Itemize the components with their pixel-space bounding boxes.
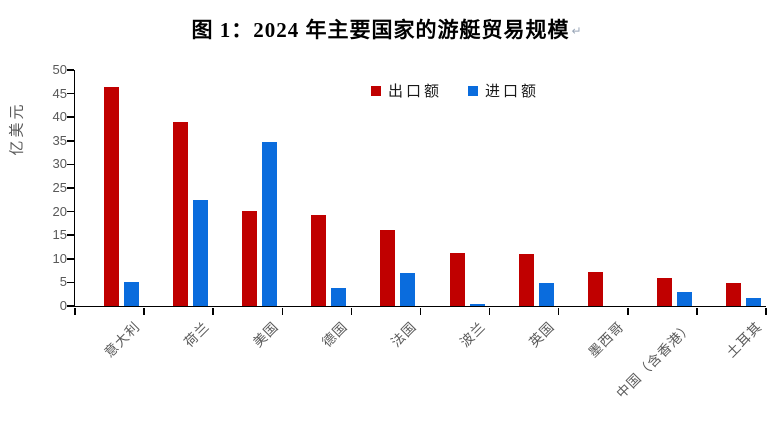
x-tick-mark — [419, 307, 422, 315]
bar-export — [242, 210, 258, 306]
y-tick-label: 10 — [52, 250, 67, 266]
category-label: 墨西哥 — [585, 318, 627, 361]
paragraph-return-mark: ↵ — [571, 24, 582, 38]
bar-export — [725, 283, 741, 306]
legend-label-export: 出口额 — [388, 84, 443, 100]
bar-export — [518, 254, 534, 306]
bar-import — [400, 273, 416, 306]
y-tick-mark — [66, 281, 74, 284]
category-label: 英国 — [526, 318, 558, 350]
y-tick-label: 5 — [59, 274, 67, 290]
y-tick-mark — [66, 116, 74, 118]
legend: 出口额 进口额 — [371, 80, 539, 101]
bar-import — [676, 291, 692, 306]
legend-entry-export: 出口额 — [371, 80, 442, 101]
bar-import — [193, 199, 209, 306]
bar-import — [469, 304, 485, 306]
y-tick-label: 50 — [52, 62, 67, 77]
bar-export — [449, 253, 465, 306]
category-label: 法国 — [388, 318, 420, 350]
bar-export — [311, 215, 327, 306]
y-tick-label: 35 — [52, 132, 67, 148]
y-tick-label: 45 — [52, 85, 67, 101]
bar-import — [124, 282, 140, 306]
x-tick-mark — [765, 307, 767, 315]
bar-export — [656, 278, 672, 306]
x-tick-mark — [143, 307, 145, 315]
x-tick-mark — [696, 307, 698, 315]
bar-export — [587, 272, 603, 306]
bar-import — [745, 298, 761, 306]
y-tick-label: 15 — [52, 227, 67, 243]
y-tick-label: 20 — [52, 203, 67, 219]
x-tick-mark — [350, 307, 353, 315]
bar-export — [380, 230, 396, 306]
x-tick-mark — [627, 307, 629, 315]
bar-import — [538, 282, 554, 306]
y-tick-mark — [66, 69, 74, 71]
bar-import — [331, 287, 347, 306]
x-tick-mark — [557, 307, 560, 315]
x-tick-mark — [74, 307, 76, 315]
y-axis-title: 亿美元 — [9, 101, 26, 156]
bar-export — [173, 121, 189, 306]
y-tick-mark — [66, 234, 74, 236]
y-tick-mark — [66, 305, 74, 307]
y-tick-label: 30 — [52, 156, 67, 172]
y-tick-label: 40 — [52, 109, 67, 125]
plot-area: 出口额 进口额 0 5 10 15 20 25 30 35 40 45 50 意大利 荷兰 美国 德国 法国 波… — [53, 62, 767, 401]
y-tick-mark — [66, 163, 74, 166]
category-label: 意大利 — [101, 318, 143, 361]
x-tick-mark — [212, 307, 214, 315]
y-tick-label: 0 — [59, 298, 67, 313]
category-label: 荷兰 — [180, 318, 213, 350]
y-tick-mark — [66, 258, 74, 260]
y-tick-mark — [66, 92, 74, 95]
x-tick-mark — [281, 307, 284, 315]
chart-title: 图 1：2024 年主要国家的游艇贸易规模 — [191, 18, 570, 42]
category-label: 德国 — [319, 318, 351, 350]
import-swatch-icon — [468, 85, 479, 96]
y-tick-mark — [66, 210, 74, 213]
legend-label-import: 进口额 — [485, 84, 540, 100]
category-label: 波兰 — [457, 318, 489, 350]
x-tick-mark — [488, 307, 491, 315]
bar-import — [262, 142, 278, 306]
category-label: 土耳其 — [723, 318, 765, 361]
category-label: 美国 — [250, 318, 282, 350]
y-tick-mark — [66, 140, 74, 142]
chart-title-row: 图 1：2024 年主要国家的游艇贸易规模 ↵ — [0, 14, 773, 44]
bar-export — [104, 86, 120, 306]
y-tick-mark — [66, 187, 74, 189]
export-swatch-icon — [371, 85, 381, 96]
legend-entry-import: 进口额 — [468, 80, 539, 101]
y-tick-label: 25 — [52, 180, 67, 195]
